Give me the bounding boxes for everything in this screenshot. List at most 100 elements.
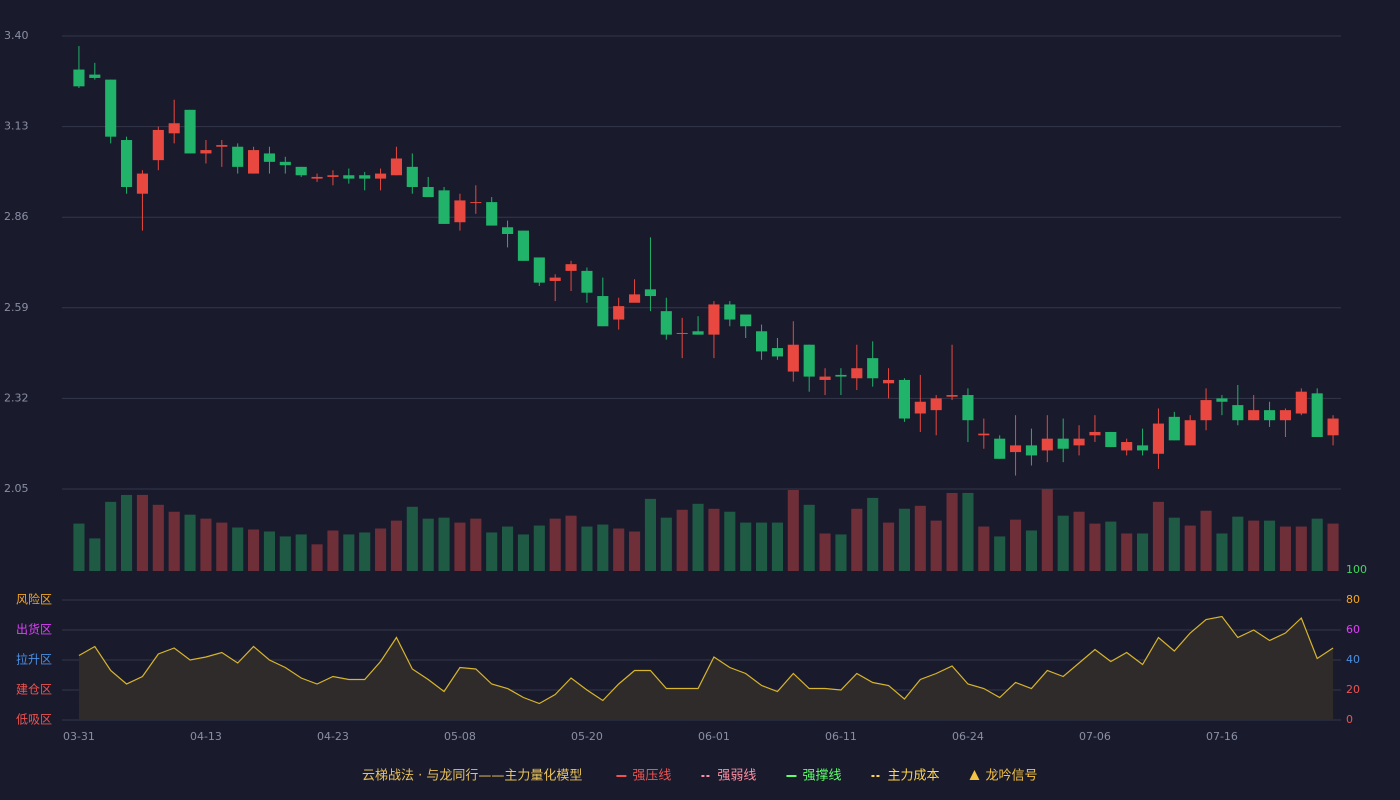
candle-body: [660, 311, 672, 335]
volume-bar: [787, 489, 799, 571]
candle-body: [1184, 420, 1196, 446]
x-tick-label: 06-01: [698, 730, 730, 743]
candle-body: [1216, 398, 1228, 402]
candle-body: [1152, 423, 1164, 454]
candle-body: [946, 395, 958, 397]
candle-body: [883, 379, 895, 384]
volume-bar: [89, 538, 101, 571]
volume-bar: [835, 534, 847, 571]
legend-title: 云梯战法 · 与龙同行——主力量化模型: [362, 769, 582, 784]
volume-bar: [438, 517, 450, 571]
candle-body: [978, 433, 990, 436]
candle-body: [279, 161, 291, 166]
zone-label: 风险区: [16, 592, 52, 607]
candle-body: [470, 202, 482, 204]
candle-body: [152, 129, 164, 161]
volume-bar: [1137, 533, 1149, 571]
volume-bar: [1168, 517, 1180, 571]
zone-label: 低吸区: [16, 713, 52, 727]
volume-bar: [644, 498, 656, 571]
volume-bar: [613, 528, 625, 571]
candle-body: [359, 175, 371, 179]
candle-body: [1168, 416, 1180, 441]
volume-bar: [502, 526, 514, 571]
y-tick-label: 2.86: [4, 210, 29, 223]
volume-bar: [1121, 533, 1133, 571]
volume-bar: [629, 531, 641, 571]
legend-label: 强压线: [632, 769, 671, 784]
volume-bar: [756, 522, 768, 571]
volume-bar: [1105, 521, 1117, 571]
volume-bar: [486, 532, 498, 571]
y-tick-label: 3.13: [4, 120, 29, 133]
candle-body: [851, 368, 863, 379]
volume-bar: [803, 504, 815, 571]
volume-bar: [359, 532, 371, 571]
volume-bar: [295, 534, 307, 571]
legend-label: 强弱线: [717, 769, 756, 784]
volume-bar: [1041, 489, 1053, 571]
volume-bar: [168, 511, 180, 571]
candle-body: [517, 230, 529, 261]
volume-bar: [73, 523, 85, 571]
candle-body: [1041, 438, 1053, 451]
y-tick-label: 2.59: [4, 301, 29, 314]
volume-bar: [216, 522, 228, 571]
y-tick-label: 80: [1346, 593, 1360, 606]
candle-body: [343, 175, 355, 179]
volume-bar: [343, 534, 355, 571]
candle-body: [200, 150, 212, 154]
volume-bar: [375, 528, 387, 571]
volume-bar: [232, 527, 244, 571]
candle-body: [1137, 445, 1149, 451]
volume-bar: [565, 515, 577, 571]
volume-bar: [549, 518, 561, 571]
candle-body: [692, 331, 704, 335]
x-tick-label: 07-16: [1206, 730, 1238, 743]
candle-body: [406, 166, 418, 187]
candle-body: [1264, 410, 1276, 421]
candle-body: [454, 200, 466, 223]
x-tick-label: 04-13: [190, 730, 222, 743]
x-tick-label: 05-08: [444, 730, 476, 743]
volume-bar: [867, 497, 879, 571]
candle-body: [327, 175, 339, 177]
candle-body: [756, 331, 768, 352]
volume-bar: [406, 506, 418, 571]
volume-bar: [1200, 510, 1212, 571]
x-tick-label: 03-31: [63, 730, 95, 743]
candle-body: [1057, 438, 1069, 449]
x-tick-label: 06-24: [952, 730, 984, 743]
volume-bar: [390, 520, 402, 571]
candle-body: [89, 74, 101, 78]
candle-body: [105, 79, 117, 137]
x-tick-label: 05-20: [571, 730, 603, 743]
volume-bar: [1184, 525, 1196, 571]
y-tick-label: 0: [1346, 713, 1353, 726]
candle-body: [819, 376, 831, 380]
volume-bar: [676, 509, 688, 571]
candle-body: [1295, 391, 1307, 414]
y-tick-label: 40: [1346, 653, 1360, 666]
volume-bar: [962, 492, 974, 571]
candle-body: [390, 158, 402, 176]
candle-body: [486, 202, 498, 226]
volume-bar: [740, 522, 752, 571]
candle-body: [248, 150, 260, 174]
volume-bar: [930, 520, 942, 571]
volume-bar: [470, 518, 482, 571]
candle-body: [930, 398, 942, 411]
candle-body: [676, 332, 688, 334]
volume-bar: [454, 522, 466, 571]
candle-body: [422, 187, 434, 198]
candle-body: [533, 257, 545, 283]
volume-bar: [422, 518, 434, 571]
x-tick-label: 07-06: [1079, 730, 1111, 743]
candle-body: [1200, 400, 1212, 421]
candle-body: [295, 166, 307, 176]
legend-label: 强撑线: [802, 769, 841, 784]
candle-body: [1025, 445, 1037, 456]
candle-body: [644, 289, 656, 297]
volume-bar: [898, 508, 910, 571]
